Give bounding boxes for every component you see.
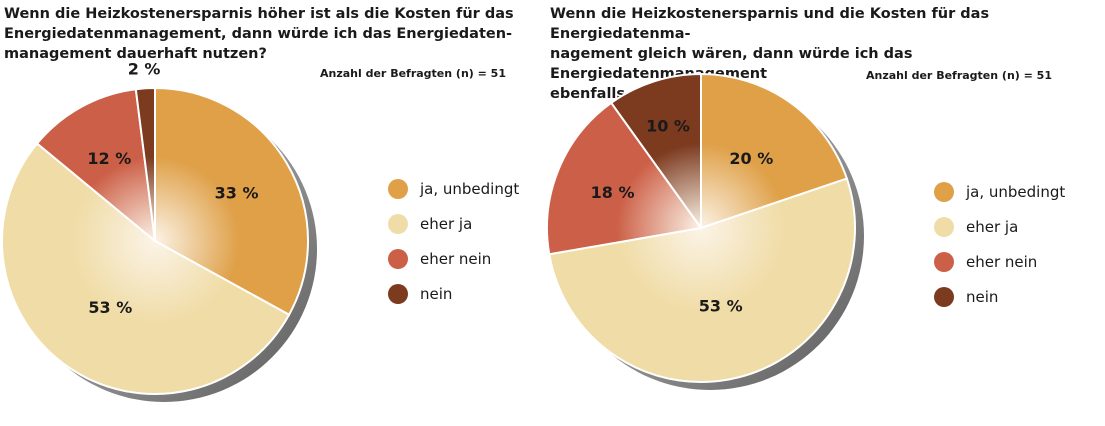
- chart-title: Wenn die Heizkostenersparnis höher ist a…: [4, 6, 514, 62]
- legend-item-eher-nein: eher nein: [388, 241, 519, 276]
- legend-swatch: [388, 283, 408, 304]
- legend-label: nein: [966, 287, 999, 306]
- legend-swatch: [934, 286, 954, 307]
- pie-slice-ja-unbedingt: [700, 72, 849, 230]
- legend-label: nein: [420, 284, 453, 303]
- data-label: 20 %: [729, 149, 773, 168]
- legend-swatch: [388, 178, 408, 199]
- legend-item-eher-ja: eher ja: [388, 206, 519, 241]
- legend-swatch: [934, 251, 954, 272]
- data-label: 12 %: [87, 149, 131, 168]
- data-label: 2 %: [128, 60, 161, 79]
- legend-item-nein: nein: [388, 276, 519, 311]
- sample-size-label: Anzahl der Befragten (n) = 51: [866, 69, 1052, 82]
- data-label: 18 %: [591, 183, 635, 202]
- legend-item-ja-unbedingt: ja, unbedingt: [934, 174, 1065, 209]
- data-label: 53 %: [699, 297, 743, 316]
- pie-chart: 33 % 53 % 12 % 2 %: [1, 60, 317, 402]
- legend-label: ja, unbedingt: [420, 179, 520, 198]
- sample-size-label: Anzahl der Befragten (n) = 51: [320, 67, 506, 80]
- pie-slice-ja-unbedingt: [154, 86, 309, 317]
- legend-swatch: [388, 248, 408, 269]
- legend-swatch: [934, 181, 954, 202]
- legend-item-eher-nein: eher nein: [934, 244, 1065, 279]
- legend-label: ja, unbedingt: [966, 182, 1066, 201]
- data-label: 33 %: [215, 184, 259, 203]
- data-label: 10 %: [646, 116, 690, 135]
- pie-slice-eher-nein: [546, 101, 703, 256]
- legend-label: eher ja: [966, 217, 1019, 236]
- legend-label: eher ja: [420, 214, 473, 233]
- legend-label: eher nein: [966, 252, 1038, 271]
- data-label: 53 %: [88, 298, 132, 317]
- pie-chart: 20 % 53 % 18 % 10 %: [546, 72, 864, 390]
- legend: ja, unbedingt eher ja eher nein nein: [934, 174, 1065, 314]
- legend-item-eher-ja: eher ja: [934, 209, 1065, 244]
- chart-panel-1: Wenn die Heizkostenersparnis höher ist a…: [0, 0, 550, 426]
- legend-label: eher nein: [420, 249, 492, 268]
- pie-slice-eher-ja: [1, 142, 291, 395]
- legend-item-ja-unbedingt: ja, unbedingt: [388, 171, 519, 206]
- legend-swatch: [388, 213, 408, 234]
- legend-item-nein: nein: [934, 279, 1065, 314]
- pie-slice-eher-nein: [35, 88, 157, 244]
- pie-slice-eher-ja: [548, 177, 857, 383]
- pie-slice-nein: [609, 72, 702, 232]
- chart-title: Wenn die Heizkostenersparnis und die Kos…: [550, 6, 990, 102]
- legend-swatch: [934, 216, 954, 237]
- pie-slice-nein: [134, 86, 156, 242]
- chart-panel-2: Wenn die Heizkostenersparnis und die Kos…: [546, 0, 1105, 426]
- legend: ja, unbedingt eher ja eher nein nein: [388, 171, 519, 311]
